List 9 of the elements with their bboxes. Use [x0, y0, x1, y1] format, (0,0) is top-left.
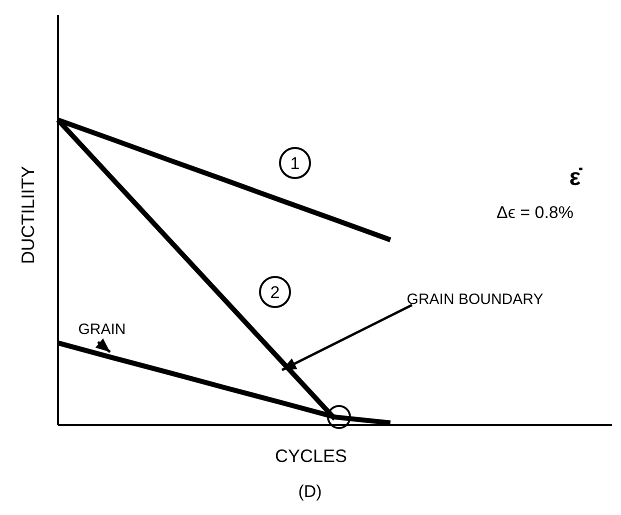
annotation: GRAIN [78, 321, 126, 338]
annotation: Δϵ = 0.8% [496, 203, 574, 222]
text: (D) [298, 482, 322, 501]
annotation: 2 [270, 283, 280, 302]
x-axis-title: CYCLES [274, 446, 348, 466]
annotation: 1 [290, 154, 300, 173]
annotation: GRAIN BOUNDARY [406, 291, 544, 308]
y-axis-title: DUCTILIITY [18, 166, 38, 264]
annotation: ε̇ [569, 164, 583, 191]
